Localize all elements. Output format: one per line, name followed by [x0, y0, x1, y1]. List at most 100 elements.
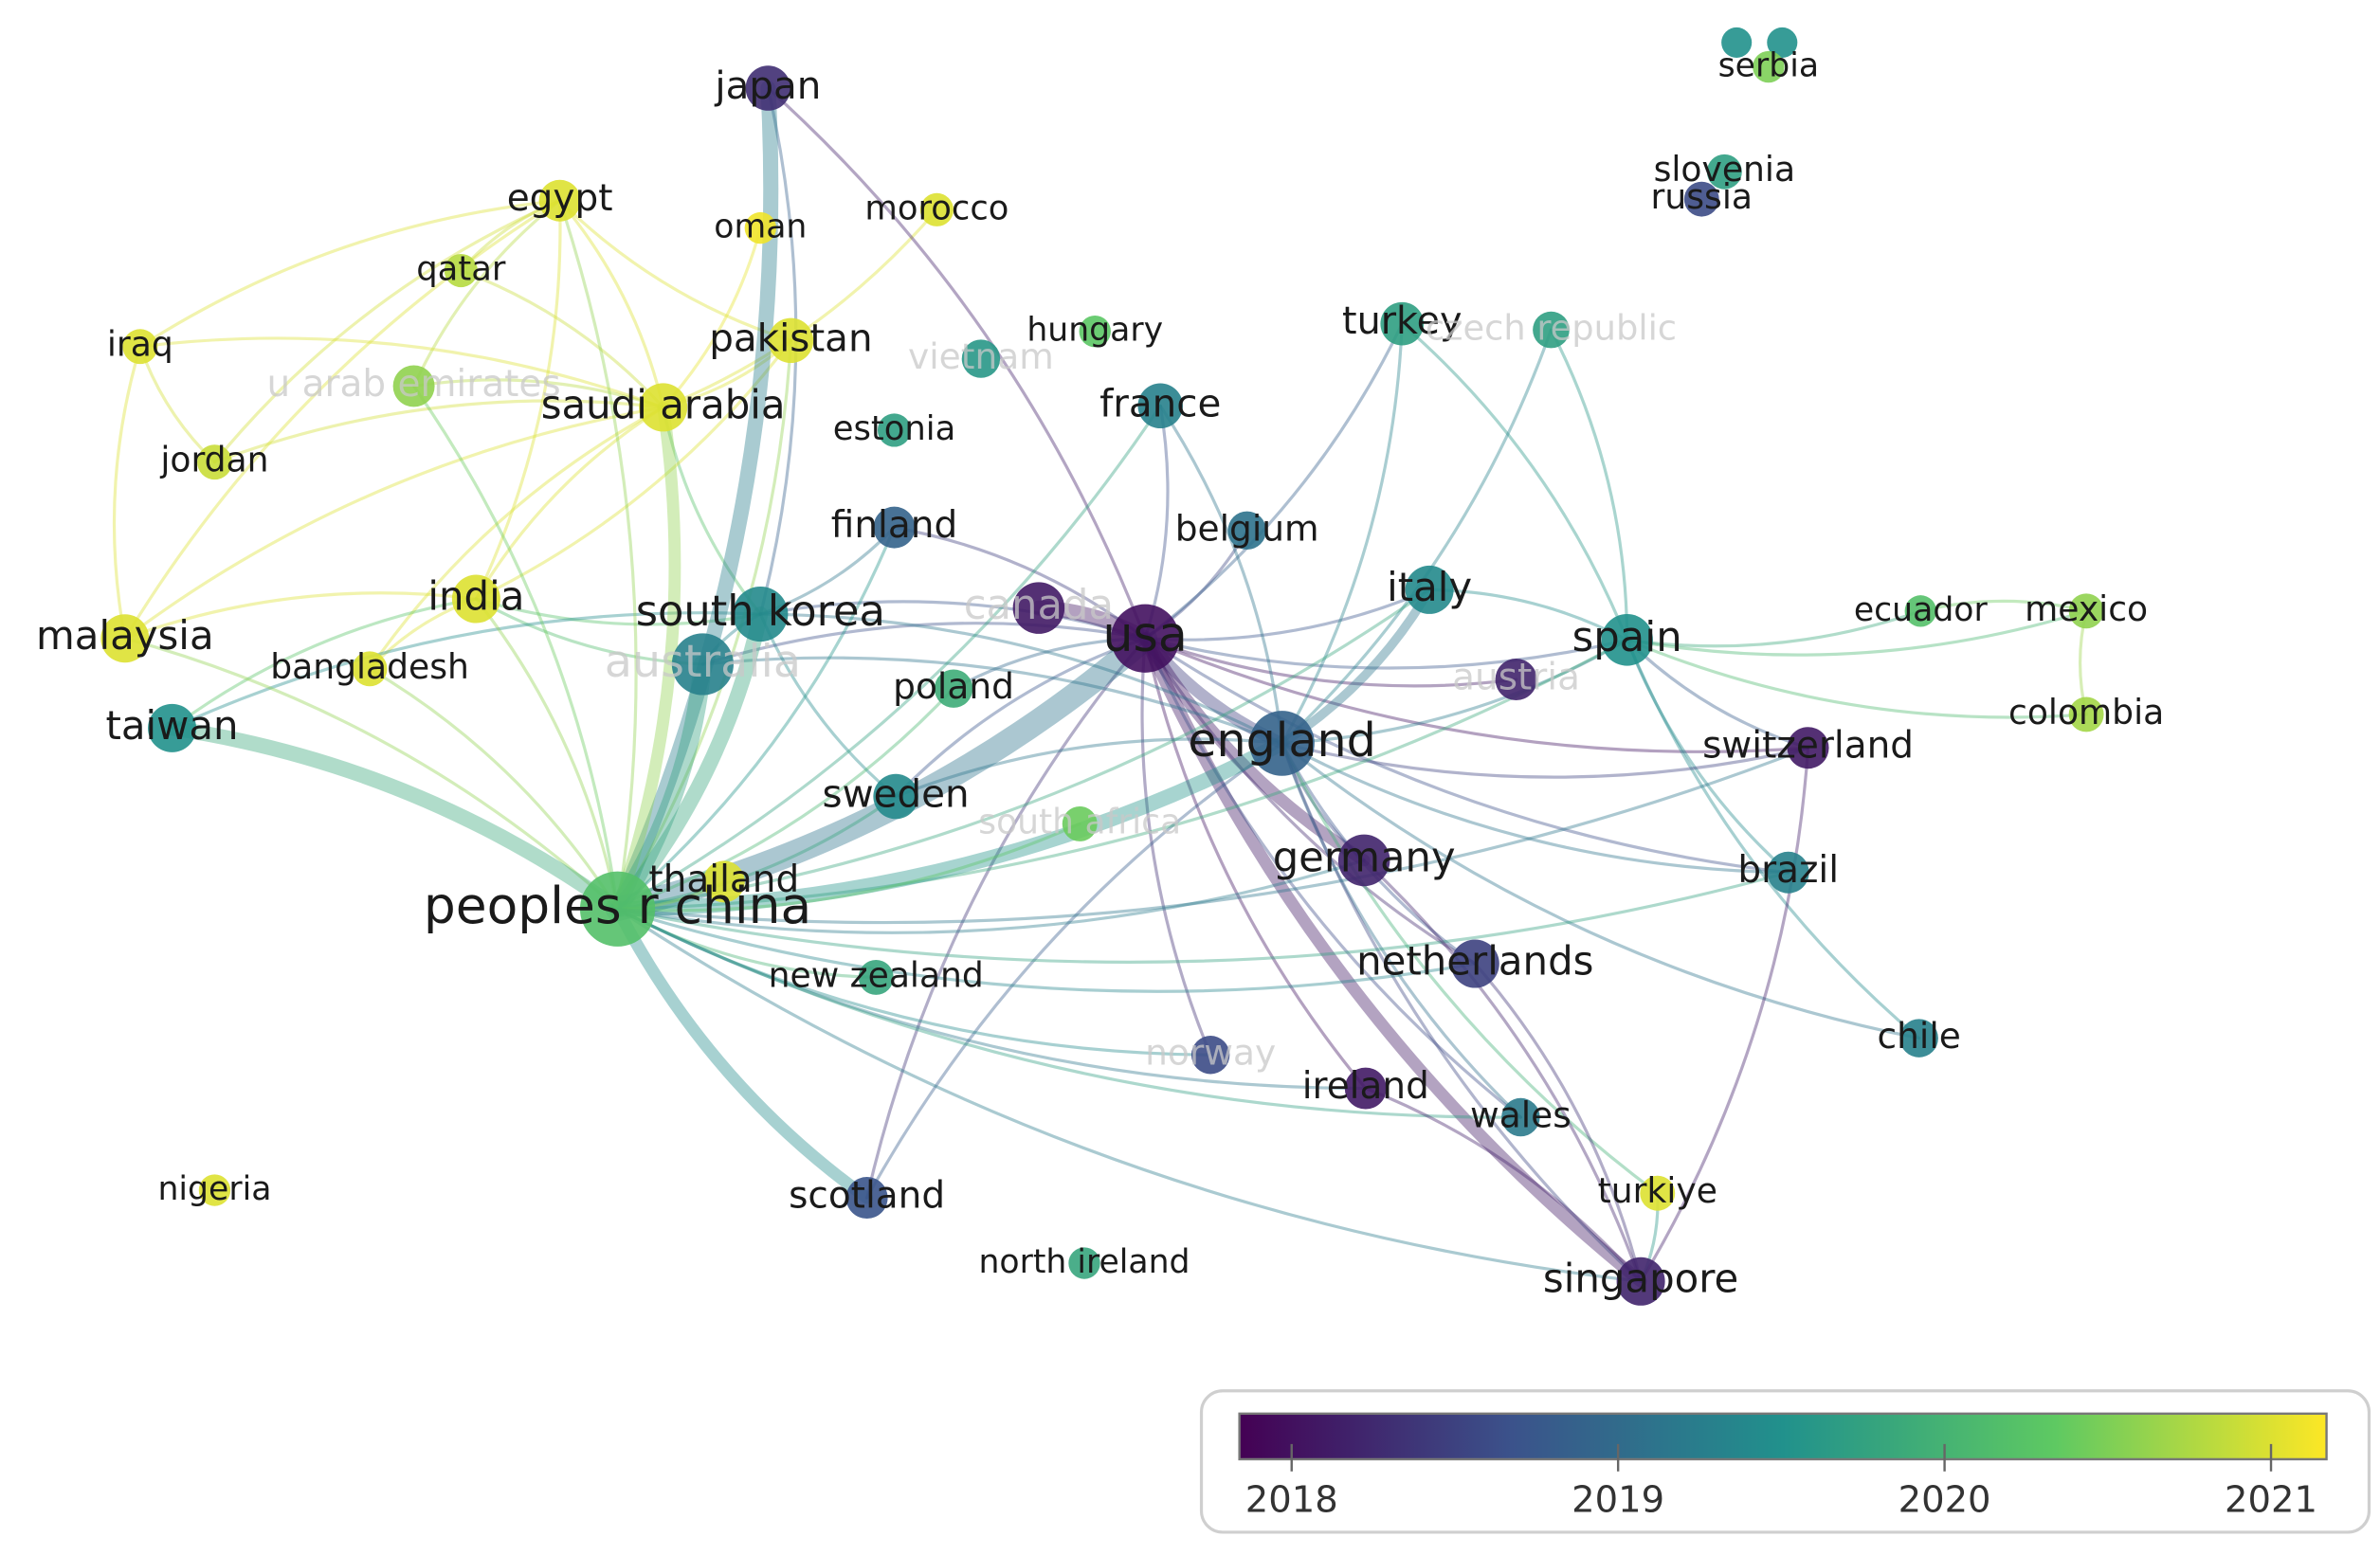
link [411, 384, 620, 911]
link [609, 735, 1290, 917]
link [557, 199, 793, 342]
link [1362, 859, 1643, 1283]
country-label: malaysia [36, 612, 214, 659]
link [170, 611, 762, 730]
link [700, 656, 1284, 746]
link [1280, 741, 1660, 1195]
country-label: nigeria [158, 1170, 272, 1208]
country-node [873, 773, 918, 820]
link [1143, 588, 1431, 642]
link [615, 907, 1212, 1057]
link [459, 268, 665, 409]
link [1143, 637, 1790, 875]
color-legend: 2018 2019 2020 2021 [1199, 1389, 2371, 1534]
link [1626, 638, 1810, 750]
country-node [1501, 1097, 1540, 1137]
country-label: switzerland [1702, 725, 1914, 768]
link [615, 907, 1368, 1091]
country-node [352, 651, 388, 687]
country-node [733, 587, 789, 642]
country-label: bangladesh [270, 647, 469, 687]
link [112, 345, 142, 641]
link [1140, 637, 1212, 1057]
link [615, 907, 1643, 1283]
link [474, 406, 665, 601]
country-label: usa [1103, 606, 1188, 662]
country-node [1227, 511, 1266, 551]
country-label: sweden [823, 771, 970, 817]
country-label: wales [1470, 1094, 1572, 1136]
country-label: peoples r china [424, 876, 811, 935]
country-node [1495, 659, 1537, 701]
country-node [197, 444, 232, 480]
link [1143, 637, 1477, 966]
country-node [451, 574, 500, 624]
country-node [100, 614, 150, 663]
link [123, 637, 620, 911]
country-node [1012, 582, 1065, 634]
link [474, 597, 620, 911]
country-label: estonia [833, 409, 956, 448]
country-node [1533, 311, 1570, 349]
country-label: north ireland [978, 1243, 1190, 1281]
link [1143, 637, 1629, 670]
country-node [392, 365, 435, 407]
colorbar-tick-label: 2018 [1245, 1478, 1338, 1521]
country-label: england [1188, 713, 1375, 768]
link [1626, 638, 2088, 719]
country-label: czech republic [1426, 308, 1677, 349]
link [615, 588, 1431, 911]
country-node [122, 329, 158, 365]
link [474, 338, 793, 601]
country-node [877, 413, 912, 447]
link [1626, 638, 1790, 875]
link [1280, 741, 1921, 1040]
country-label: morocco [864, 189, 1008, 227]
country-node [1450, 939, 1499, 988]
link [615, 687, 955, 911]
link [615, 859, 1366, 934]
link [1138, 632, 1371, 867]
country-node [1405, 565, 1454, 614]
small-node [1767, 27, 1798, 58]
country-node [538, 179, 581, 222]
country-node [1640, 1175, 1676, 1211]
country-label: new zealand [769, 955, 984, 995]
link [1143, 637, 1368, 1091]
link [474, 597, 762, 626]
country-label: south africa [978, 802, 1181, 841]
country-label: chile [1877, 1015, 1960, 1057]
country-node [1380, 301, 1425, 346]
country-label: pakistan [709, 315, 872, 360]
link [1626, 609, 1922, 648]
link [611, 902, 874, 1204]
country-label: egypt [507, 177, 613, 220]
link [758, 612, 898, 799]
country-label: turkey [1342, 299, 1463, 343]
country-node [1137, 383, 1183, 429]
country-label: russia [1651, 177, 1753, 217]
link [1143, 322, 1404, 641]
link [662, 226, 762, 409]
link [1143, 637, 1810, 753]
link [1280, 741, 1522, 1119]
link [1639, 746, 1810, 1283]
country-label: taiwan [105, 702, 238, 749]
country-node [1062, 805, 1098, 841]
country-label: scotland [789, 1175, 945, 1218]
link [758, 600, 1147, 641]
link [170, 597, 478, 730]
country-label: austria [1452, 657, 1580, 699]
country-label: iraq [107, 325, 173, 365]
link [609, 81, 779, 917]
country-node [858, 959, 894, 995]
link [212, 399, 665, 464]
link [411, 378, 665, 409]
link [892, 526, 1147, 641]
country-label: serbia [1718, 47, 1819, 85]
country-node [1111, 604, 1180, 673]
link [411, 199, 562, 389]
country-node [744, 211, 777, 244]
link [615, 871, 1790, 964]
link [609, 606, 769, 917]
